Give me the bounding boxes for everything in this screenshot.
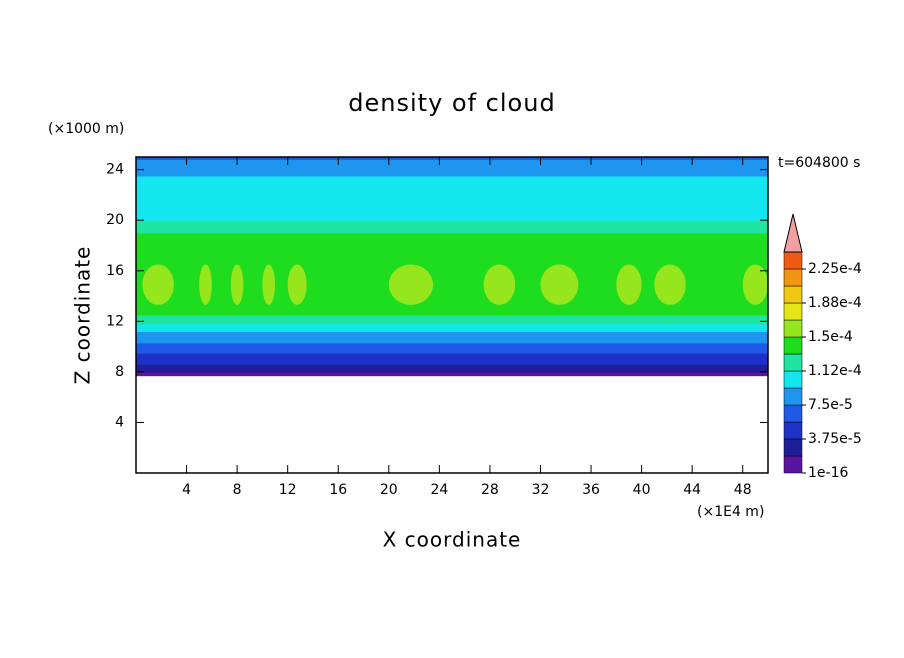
x-tick-label: 36 [582,482,600,498]
contour-band [136,175,768,221]
x-tick-label: 40 [633,482,651,498]
x-tick-label: 24 [430,482,448,498]
contour-patch [199,264,212,305]
x-tick-label: 4 [182,482,191,498]
colorbar-band [783,455,803,474]
colorbar-band [783,370,803,389]
y-tick-label: 16 [106,263,124,279]
colorbar-band [783,285,803,304]
contour-band [136,157,768,161]
contour-band [136,371,768,377]
colorbar-band [783,438,803,457]
contour-patch [142,264,174,305]
colorbar-band [783,302,803,321]
y-tick-label: 4 [115,414,124,430]
contour-patch [262,264,276,305]
colorbar-tick-label: 1.12e-4 [808,363,862,379]
x-unit: (×1E4 m) [697,504,764,520]
x-axis-label: X coordinate [383,528,522,552]
contour-patch [654,264,686,305]
field [136,157,768,377]
chart-title: density of cloud [348,89,555,117]
colorbar-band [783,353,803,372]
x-tick-label: 48 [734,482,752,498]
contour-band [136,159,768,177]
contour-patch [388,264,434,305]
contour-patch [616,264,642,305]
contour-band [136,342,768,354]
x-tick-label: 16 [329,482,347,498]
colorbar-band [783,421,803,440]
y-unit: (×1000 m) [48,121,124,137]
colorbar-tick-label: 7.5e-5 [808,397,853,413]
contour-patch [540,264,579,305]
contour-band [136,352,768,365]
contour-patch [287,264,307,305]
colorbar-band [783,268,803,287]
contour-patch [742,264,768,305]
contour-band [136,364,768,373]
contour-patch [230,264,244,305]
colorbar-tick-label: 1.5e-4 [808,329,853,345]
contour-patch [483,264,516,305]
x-tick-label: 28 [481,482,499,498]
contour-band [136,315,768,325]
colorbar-band [783,319,803,338]
y-axis-label: Z coordinate [71,246,95,385]
x-tick-label: 44 [683,482,701,498]
x-tick-label: 20 [380,482,398,498]
colorbar-tick-label: 2.25e-4 [808,261,862,277]
y-tick-label: 20 [106,212,124,228]
colorbar-tick-label: 1e-16 [808,465,848,481]
time-label: t=604800 s [778,155,860,171]
colorbar-band [783,404,803,423]
colorbar-band [783,387,803,406]
contour-band [136,220,768,234]
y-tick-label: 12 [106,313,124,329]
colorbar-band [783,336,803,355]
x-tick-label: 8 [233,482,242,498]
x-tick-label: 32 [532,482,550,498]
contour-band [136,323,768,332]
plot-frame [135,156,769,474]
y-tick-label: 24 [106,162,124,178]
colorbar-band [783,251,803,270]
colorbar-tick-label: 1.88e-4 [808,295,862,311]
colorbar-tick-label: 3.75e-5 [808,431,862,447]
contour-band [136,331,768,344]
colorbar-extend [783,213,803,253]
y-tick-label: 8 [115,364,124,380]
x-tick-label: 12 [279,482,297,498]
